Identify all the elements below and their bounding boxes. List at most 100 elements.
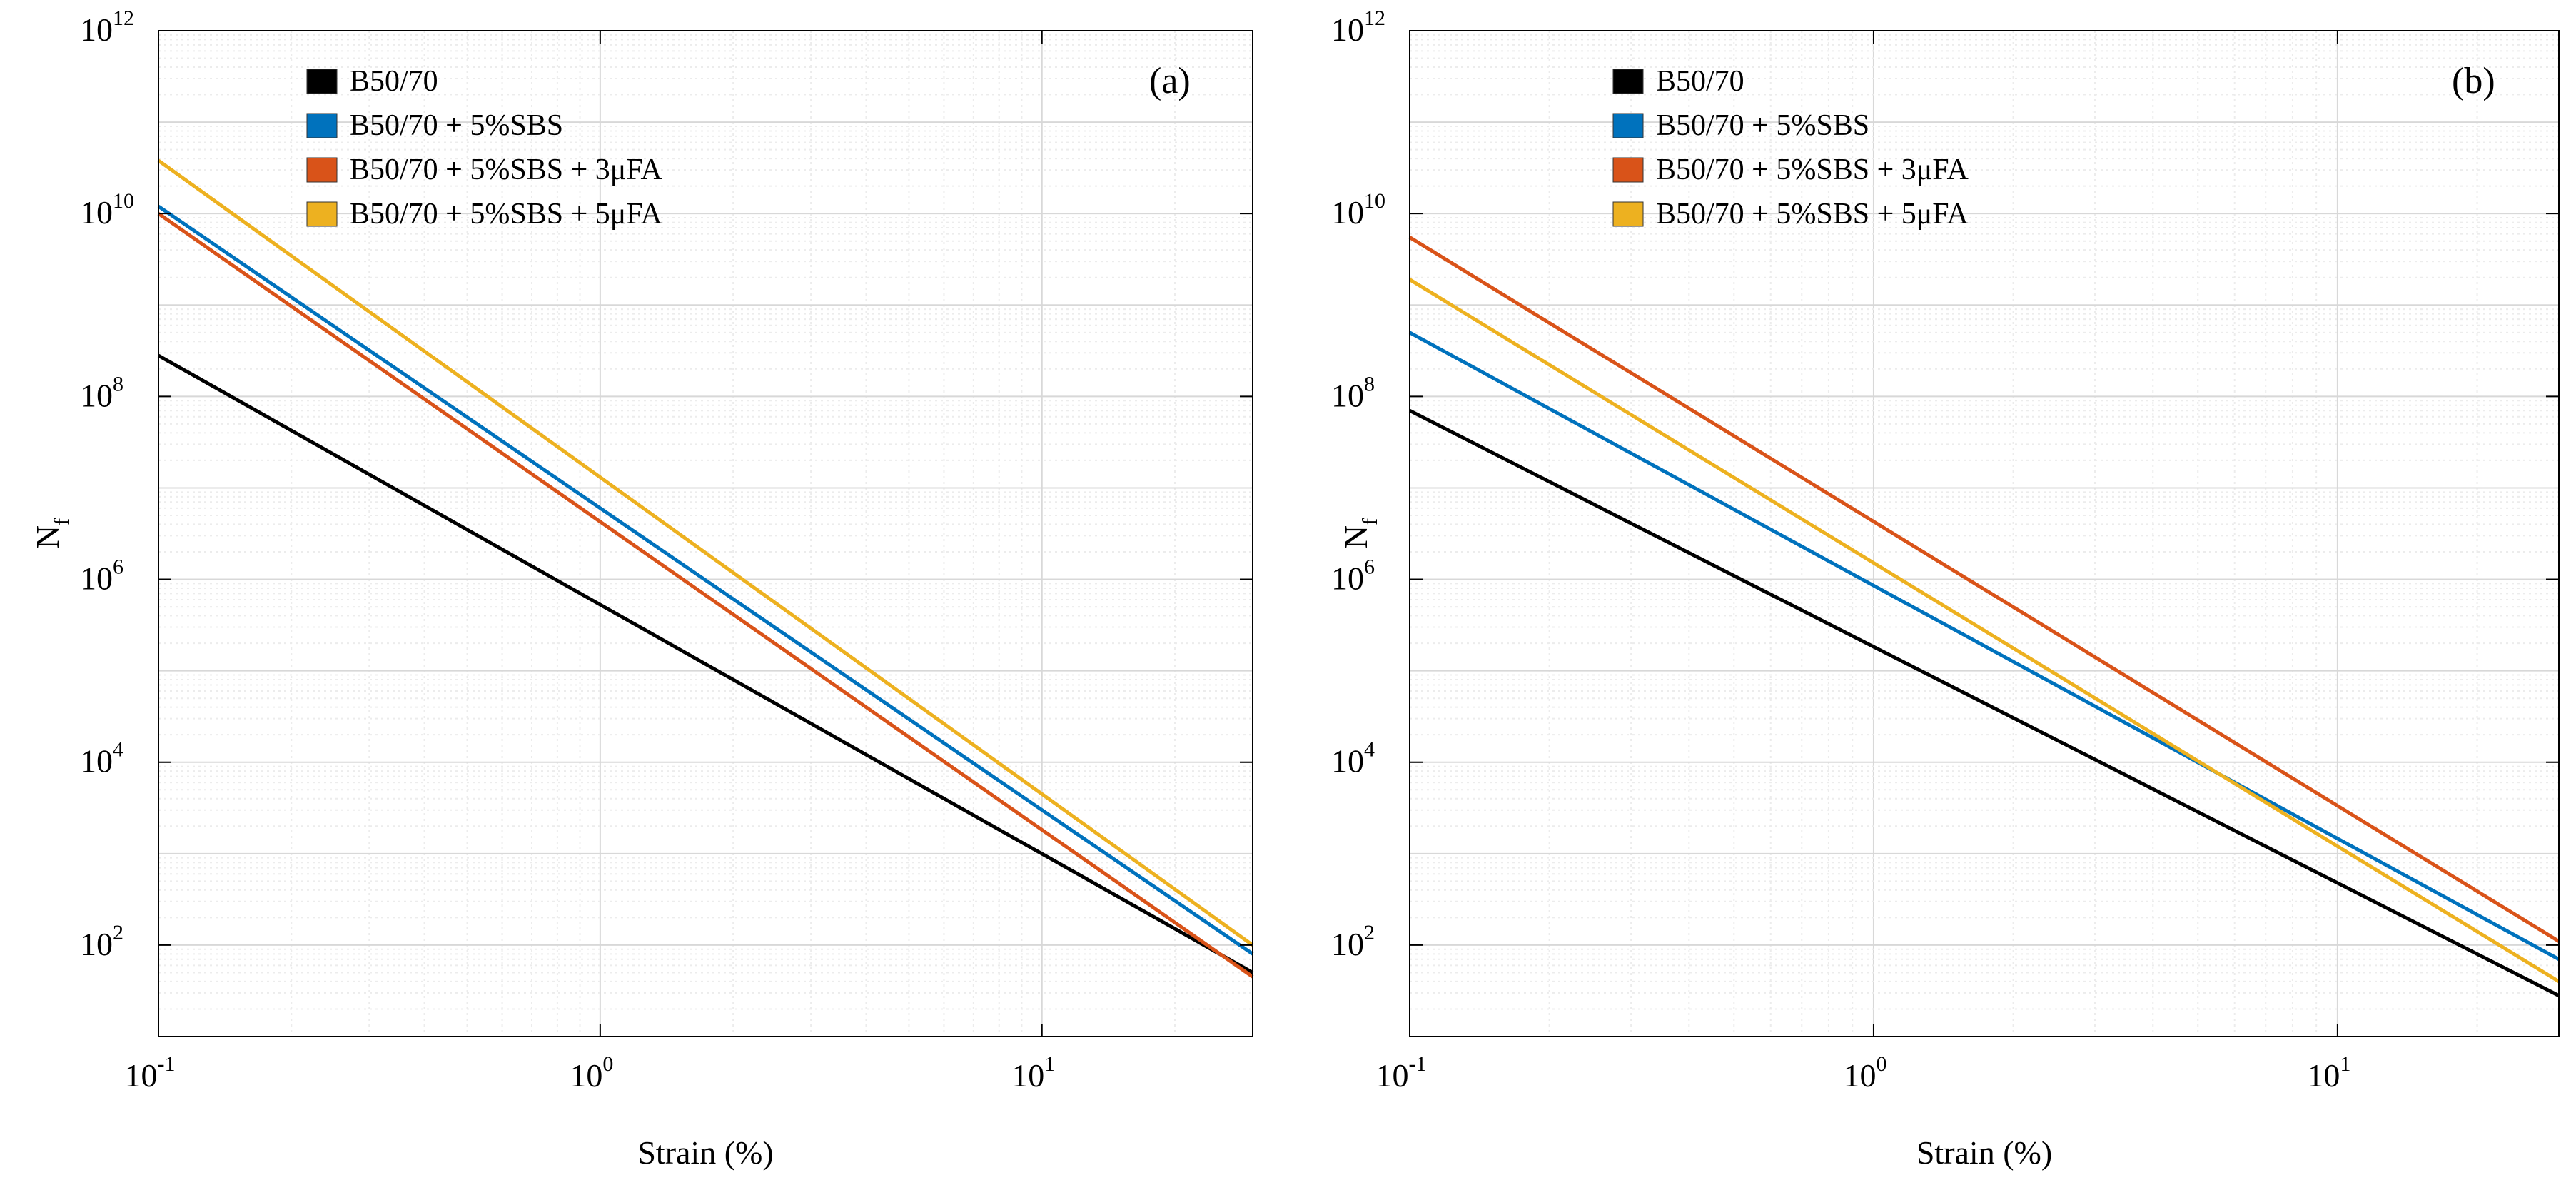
x-tick-exponent: -1 [1409,1052,1427,1076]
y-tick-label: 1010 [80,189,134,231]
y-tick-exponent: 6 [1364,555,1375,579]
y-tick-label: 108 [1331,372,1375,413]
y-tick-label: 104 [80,738,123,780]
y-tick-exponent: 2 [1364,921,1375,944]
legend: B50/70 B50/70 + 5%SBS B50/70 + 5%SBS + 3μF… [306,65,663,231]
x-tick-base: 10 [125,1057,158,1094]
y-tick-base: 10 [1331,743,1364,780]
x-axis-label: Strain (%) [637,1134,773,1171]
legend-swatch-2 [1612,113,1644,138]
y-tick-label: 102 [1331,921,1375,962]
x-tick-label: 10-1 [125,1052,176,1094]
y-tick-exponent: 6 [113,555,123,579]
y-tick-label: 108 [80,372,123,413]
x-tick-base: 10 [1843,1057,1876,1094]
y-tick-base: 10 [80,926,113,962]
y-tick-exponent: 8 [113,372,123,395]
y-tick-base: 10 [1331,926,1364,962]
series-line-1 [157,353,1254,974]
legend-label-1: B50/70 [1656,65,1744,98]
legend-swatch-3 [1612,157,1644,183]
y-tick-exponent: 10 [1364,189,1385,213]
y-axis-label-subscript: f [50,518,74,525]
y-tick-exponent: 8 [1364,372,1375,395]
y-tick-exponent: 2 [113,921,123,944]
grid [1409,30,2560,1037]
x-tick-exponent: 1 [1044,1052,1055,1076]
y-tick-label: 1012 [80,6,134,48]
y-tick-base: 10 [1331,11,1364,48]
x-tick-base: 10 [2307,1057,2340,1094]
legend-label-2: B50/70 + 5%SBS [1656,109,1869,142]
legend-label-3: B50/70 + 5%SBS + 3μFA [1656,153,1969,186]
y-tick-exponent: 4 [1364,738,1375,762]
y-tick-exponent: 4 [113,738,123,762]
legend-swatch-1 [1612,69,1644,94]
x-tick-label: 100 [1843,1052,1886,1094]
y-axis-label: Nf [1338,518,1382,549]
axes-box [158,30,1253,1037]
x-tick-exponent: 0 [602,1052,613,1076]
y-tick-base: 10 [1331,194,1364,231]
series-line-4 [157,158,1254,947]
x-tick-exponent: -1 [158,1052,176,1076]
y-axis-label-subscript: f [1358,518,1382,525]
y-tick-exponent: 12 [113,6,134,30]
legend-label-3: B50/70 + 5%SBS + 3μFA [350,153,663,186]
panel-label: (b) [2452,61,2495,101]
grid [158,30,1253,1037]
series-line-1 [1408,408,2560,997]
series-lines [157,158,1254,979]
x-axis: 10-1 100 101 [1376,31,2350,1094]
y-tick-base: 10 [80,11,113,48]
legend-swatch-3 [306,157,338,183]
x-tick-base: 10 [1376,1057,1409,1094]
legend-label-4: B50/70 + 5%SBS + 5μFA [350,198,663,231]
series-line-4 [1408,278,2560,984]
series-line-3 [157,212,1254,979]
y-tick-exponent: 10 [113,189,134,213]
y-tick-base: 10 [80,743,113,780]
x-tick-label: 101 [1011,1052,1055,1094]
y-tick-label: 102 [80,921,123,962]
y-tick-exponent: 12 [1364,6,1385,30]
y-axis-label: Nf [29,518,74,549]
x-tick-label: 10-1 [1376,1052,1427,1094]
y-tick-base: 10 [80,377,113,413]
y-tick-base: 10 [80,194,113,231]
y-tick-label: 1010 [1331,189,1385,231]
legend-swatch-1 [306,69,338,94]
legend-swatch-4 [1612,201,1644,227]
y-tick-label: 106 [80,555,123,597]
y-tick-label: 104 [1331,738,1375,780]
y-tick-base: 10 [1331,377,1364,413]
y-tick-base: 10 [1331,560,1364,597]
legend-label-4: B50/70 + 5%SBS + 5μFA [1656,198,1969,231]
axes-box [1409,30,2560,1037]
x-axis: 10-1 100 101 [125,31,1055,1094]
legend-swatch-2 [306,113,338,138]
series-line-3 [1408,236,2560,943]
x-tick-base: 10 [570,1057,602,1094]
series-line-2 [1408,331,2560,961]
legend-label-1: B50/70 [350,65,438,98]
legend: B50/70 B50/70 + 5%SBS B50/70 + 5%SBS + 3μF… [1612,65,1969,231]
x-tick-label: 100 [570,1052,613,1094]
x-tick-base: 10 [1011,1057,1044,1094]
x-axis-label: Strain (%) [1916,1134,2052,1171]
x-tick-label: 101 [2307,1052,2350,1094]
y-tick-label: 1012 [1331,6,1385,48]
series-lines [1408,236,2560,997]
legend-label-2: B50/70 + 5%SBS [350,109,563,142]
x-tick-exponent: 0 [1876,1052,1886,1076]
series-line-2 [157,204,1254,956]
y-tick-base: 10 [80,560,113,597]
legend-swatch-4 [306,201,338,227]
y-axis-label-main: N [1338,525,1374,549]
x-tick-exponent: 1 [2340,1052,2350,1076]
